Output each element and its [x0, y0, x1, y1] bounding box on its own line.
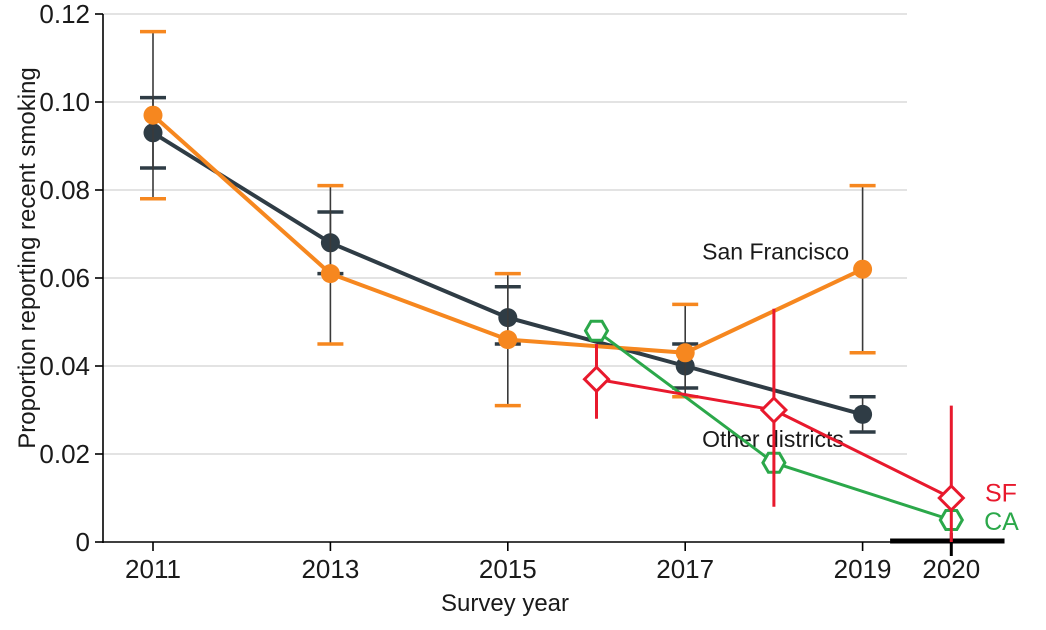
marker-other-districts-2019 [853, 404, 873, 424]
y-tick-label: 0.02 [39, 439, 90, 469]
marker-san-francisco-2013 [320, 264, 340, 284]
x-tick-label: 2013 [301, 554, 359, 584]
series-label-san-francisco: San Francisco [702, 239, 849, 265]
series-label-sf: SF [985, 480, 1017, 508]
y-tick-label: 0.12 [39, 0, 90, 29]
x-tick-label: 2020 [922, 554, 980, 584]
marker-san-francisco-2011 [143, 105, 163, 125]
x-tick-label: 2011 [125, 554, 181, 584]
marker-sf-2016 [582, 365, 611, 394]
y-tick-label: 0.06 [39, 263, 90, 293]
marker-sf-2020 [937, 483, 966, 513]
x-tick-label: 2019 [834, 554, 892, 584]
marker-san-francisco-2015 [498, 330, 518, 350]
x-tick-label: 2015 [479, 554, 537, 584]
series-label-ca: CA [984, 508, 1019, 536]
marker-san-francisco-2017 [675, 343, 695, 363]
y-tick-label: 0.04 [39, 351, 90, 381]
y-axis-title: Proportion reporting recent smoking [14, 67, 41, 449]
marker-ca-2016 [583, 319, 610, 342]
marker-san-francisco-2019 [853, 259, 873, 279]
x-axis-title: Survey year [440, 590, 570, 617]
y-tick-label: 0.08 [39, 175, 90, 205]
marker-sf-2018 [759, 395, 789, 425]
y-tick-label: 0.10 [39, 87, 90, 117]
x-tick-label: 2017 [656, 554, 714, 584]
y-tick-label: 0 [76, 527, 90, 557]
